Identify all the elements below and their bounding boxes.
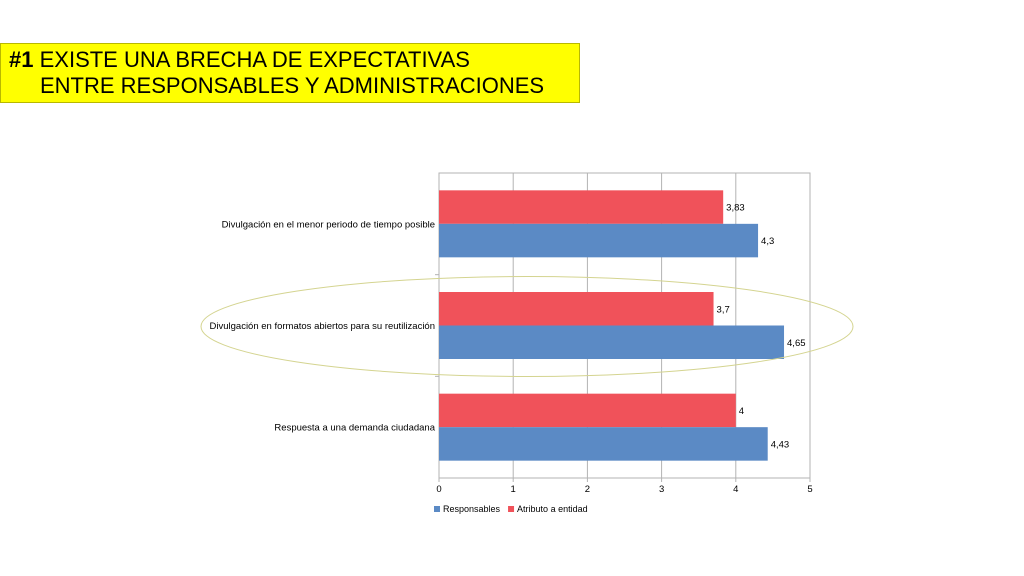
data-label: 4,43 [771,439,790,450]
x-tick-label: 5 [807,484,812,495]
slide-title-line1: #1 EXISTE UNA BRECHA DE EXPECTATIVAS [9,47,579,73]
slide-title-text-line1: EXISTE UNA BRECHA DE EXPECTATIVAS [39,47,470,72]
legend-swatch [508,506,515,512]
bar [439,325,785,359]
data-label: 3,83 [726,203,745,214]
x-tick-label: 4 [733,484,738,495]
data-label: 3,7 [717,304,730,315]
data-label: 4,3 [761,236,774,247]
bar [439,393,736,428]
x-tick-label: 0 [436,484,441,495]
data-label: 4 [739,406,744,417]
bar [439,292,714,326]
x-tick-label: 2 [585,484,590,495]
highlight-group [200,276,854,377]
data-label: 4,65 [787,338,806,349]
legend-label: Responsables [443,504,501,514]
highlight-ellipse [200,276,854,377]
x-tick-label: 1 [511,484,516,495]
chart-labels: 0 1 2 3 4 5 3,83 4,3 Divulgación en el menor per… [210,203,813,495]
legend-label: Atributo a entidad [517,504,588,514]
slide-title-box: #1 EXISTE UNA BRECHA DE EXPECTATIVAS ENT… [0,43,580,103]
slide-title-number: #1 [9,47,34,72]
x-tick-label: 3 [659,484,664,495]
chart-bars [439,190,785,461]
category-label: Divulgación en el menor periodo de tiemp… [222,219,435,230]
bar [439,223,759,258]
slide-title-line2: ENTRE RESPONSABLES Y ADMINISTRACIONES [40,73,545,98]
category-label: Respuesta a una demanda ciudadana [274,423,435,434]
legend-swatch [434,506,440,512]
bar [439,427,768,461]
category-label: Divulgación en formatos abiertos para su… [210,321,435,332]
bar [439,190,724,224]
chart-legend: Responsables Atributo a entidad [434,504,588,514]
